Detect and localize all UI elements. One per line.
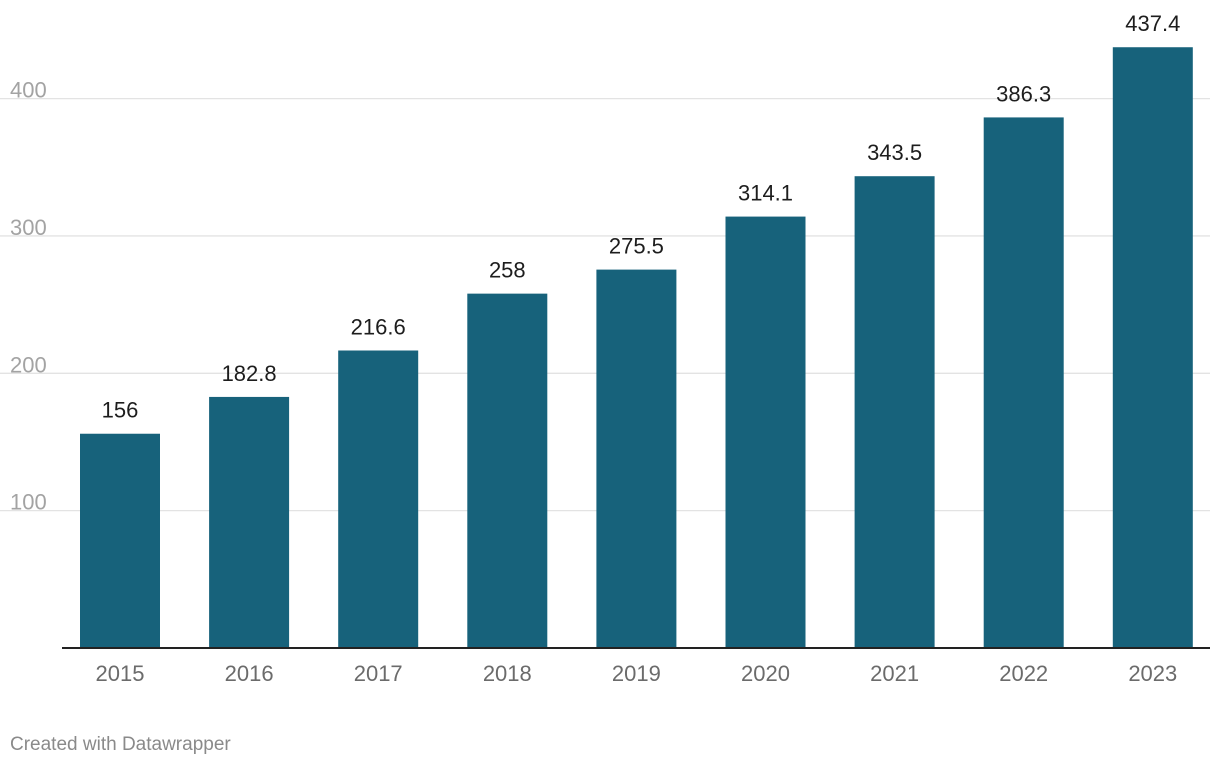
y-tick-label: 100: [10, 490, 47, 515]
x-tick-label: 2019: [612, 661, 661, 686]
bar-chart: 156 182.8 216.6 258 275.5 314.1 343.5 386.3 437.…: [0, 11, 1210, 686]
bar-2018: [467, 293, 548, 648]
bar-2019: [596, 269, 677, 648]
x-tick-label: 2018: [483, 661, 532, 686]
data-labels: 156 182.8 216.6 258 275.5 314.1 343.5 386.3 437.…: [102, 11, 1181, 423]
bar-2021: [854, 176, 935, 648]
data-label: 437.4: [1125, 11, 1180, 36]
bar-2022: [983, 117, 1064, 649]
data-label: 275.5: [609, 234, 664, 259]
data-label: 216.6: [351, 314, 406, 339]
x-tick-label: 2017: [354, 661, 403, 686]
bar-2017: [338, 350, 419, 648]
x-tick-label: 2020: [741, 661, 790, 686]
y-tick-label: 300: [10, 215, 47, 240]
data-label: 386.3: [996, 81, 1051, 106]
bar-2020: [725, 216, 806, 648]
axes: 100 200 300 400 2015 2016 2017 2018 2019 2020 2021…: [10, 78, 1210, 686]
x-tick-label: 2021: [870, 661, 919, 686]
x-tick-label: 2015: [96, 661, 145, 686]
data-label: 314.1: [738, 181, 793, 206]
chart-credit: Created with Datawrapper: [10, 734, 231, 755]
bar-2015: [80, 433, 160, 648]
bars: [80, 47, 1193, 649]
y-tick-label: 400: [10, 78, 47, 103]
data-label: 156: [102, 398, 139, 423]
data-label: 258: [489, 258, 526, 283]
bar-2023: [1112, 47, 1193, 649]
x-tick-label: 2016: [225, 661, 274, 686]
x-tick-label: 2022: [999, 661, 1048, 686]
x-tick-label: 2023: [1128, 661, 1177, 686]
data-label: 343.5: [867, 140, 922, 165]
bar-2016: [209, 396, 290, 648]
data-label: 182.8: [222, 361, 277, 386]
y-tick-label: 200: [10, 352, 47, 377]
